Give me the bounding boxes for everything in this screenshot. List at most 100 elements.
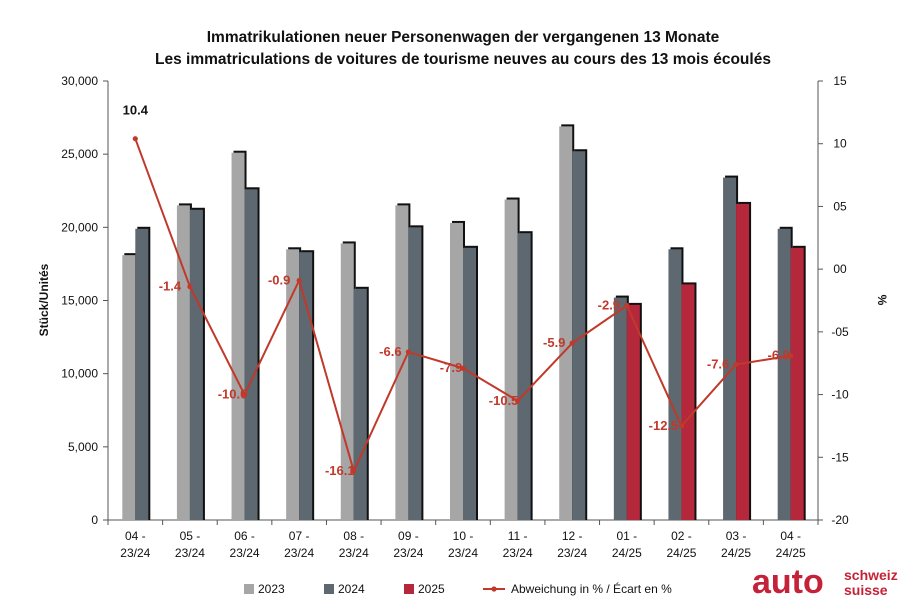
bar-2024 (668, 249, 682, 521)
x-tick-label: 24/25 (612, 546, 642, 560)
legend-swatch (324, 584, 334, 594)
y-tick-label: 20,000 (61, 220, 98, 234)
y2-tick-label: -20 (831, 513, 849, 527)
plot-area: 0 5,000 10,000 15,000 20,000 25,000 30,000 15 10… (61, 74, 849, 560)
x-tick-label: 10 - (453, 529, 474, 543)
bar-2024 (408, 227, 422, 521)
bar-2024 (299, 252, 313, 520)
deviation-data-label: -10.0 (218, 387, 248, 402)
deviation-point (460, 365, 466, 371)
logo-main: auto (752, 563, 824, 601)
bar-2024 (135, 228, 149, 520)
logo: auto schweiz suisse (752, 563, 898, 601)
deviation-point (733, 361, 739, 368)
deviation-point (187, 284, 193, 290)
bar-2023 (122, 255, 136, 521)
x-tick-label: 23/24 (503, 546, 533, 560)
y2-tick-label: 10 (833, 137, 847, 151)
bar-2024 (723, 177, 737, 520)
x-tick-label: 23/24 (339, 546, 369, 560)
y-tick-label: 0 (91, 513, 98, 527)
x-tick-label: 05 - (180, 529, 201, 543)
logo-line2: suisse (844, 582, 888, 598)
y-tick-label: 15,000 (61, 294, 98, 308)
y2-tick-label: -10 (831, 388, 849, 402)
legend-label: 2025 (418, 582, 445, 596)
legend-line-marker (491, 586, 497, 592)
x-tick-label: 09 - (398, 529, 419, 543)
deviation-data-label: -6.9 (767, 348, 789, 363)
deviation-data-label: -7.6 (707, 356, 729, 371)
deviation-point (788, 353, 794, 359)
bar-2024 (463, 247, 476, 520)
x-tick-label: 23/24 (175, 546, 205, 560)
deviation-point (515, 398, 521, 404)
legend-swatch (244, 584, 254, 594)
y2-tick-label: 05 (833, 199, 847, 213)
legend-label: Abweichung in % / Écart en % (511, 581, 672, 596)
chart-subtitle: Les immatriculations de voitures de tour… (155, 51, 771, 68)
x-tick-label: 02 - (671, 529, 692, 543)
bar-2023 (450, 222, 463, 520)
deviation-data-label: -5.9 (543, 335, 565, 350)
bar-2023 (559, 126, 573, 520)
x-tick-label: 04 - (780, 529, 801, 543)
x-tick-label: 23/24 (393, 546, 423, 560)
x-tick-label: 11 - (508, 529, 528, 543)
deviation-data-label: -16.1 (325, 463, 355, 478)
x-tick-label: 04 - (125, 529, 146, 543)
x-tick-label: 01 - (617, 529, 638, 543)
bar-2025 (681, 284, 695, 520)
bar-2024 (244, 189, 258, 520)
legend: 2023 2024 2025 Abweichung in % / Écart en % (244, 581, 672, 596)
deviation-data-label: -12.5 (649, 418, 679, 433)
logo-line1: schweiz (844, 567, 898, 583)
x-tick-label: 24/25 (776, 546, 806, 560)
y2-axis-label: % (875, 295, 889, 306)
legend-label: 2024 (338, 582, 365, 596)
legend-swatch (404, 584, 414, 594)
y-tick-label: 30,000 (61, 74, 98, 88)
bar-2025 (626, 304, 640, 520)
deviation-point (296, 277, 302, 284)
deviation-data-label: -7.9 (440, 360, 462, 375)
bar-2025 (736, 203, 750, 521)
x-tick-label: 24/25 (721, 546, 751, 560)
x-tick-label: 24/25 (666, 546, 696, 560)
deviation-point (241, 391, 248, 398)
bar-2024 (613, 297, 627, 520)
deviation-data-label: -0.9 (268, 272, 290, 287)
deviation-data-label: -1.4 (159, 279, 182, 294)
x-tick-label: 23/24 (557, 546, 587, 560)
y-axis-label: Stück/Unités (37, 263, 51, 336)
deviation-point (678, 423, 685, 429)
bar-2023 (340, 243, 354, 520)
bar-2023 (286, 249, 300, 521)
bar-2024 (777, 228, 791, 520)
deviation-point (132, 136, 138, 142)
x-tick-label: 06 - (234, 529, 255, 543)
deviation-data-label: -10.5 (489, 393, 519, 408)
y-tick-label: 25,000 (61, 147, 98, 161)
x-tick-label: 23/24 (284, 546, 314, 560)
y2-tick-label: -15 (831, 450, 849, 464)
bar-2023 (176, 205, 190, 520)
y2-tick-label: -05 (831, 325, 849, 339)
deviation-point (351, 468, 357, 474)
bar-2023 (395, 205, 409, 520)
legend-label: 2023 (258, 582, 285, 596)
deviation-point (405, 349, 411, 355)
bar-2024 (572, 151, 586, 521)
bar-2024 (189, 209, 203, 521)
x-tick-label: 08 - (343, 529, 364, 543)
chart-title: Immatrikulationen neuer Personenwagen de… (207, 29, 720, 46)
x-tick-label: 12 - (562, 529, 583, 543)
bar-2023 (231, 152, 245, 520)
deviation-point (569, 340, 575, 346)
y2-tick-label: 15 (833, 74, 847, 88)
bar-2024 (517, 233, 531, 521)
y2-tick-label: 00 (833, 262, 847, 276)
y-tick-label: 5,000 (68, 440, 98, 454)
bar-2024 (353, 288, 367, 520)
